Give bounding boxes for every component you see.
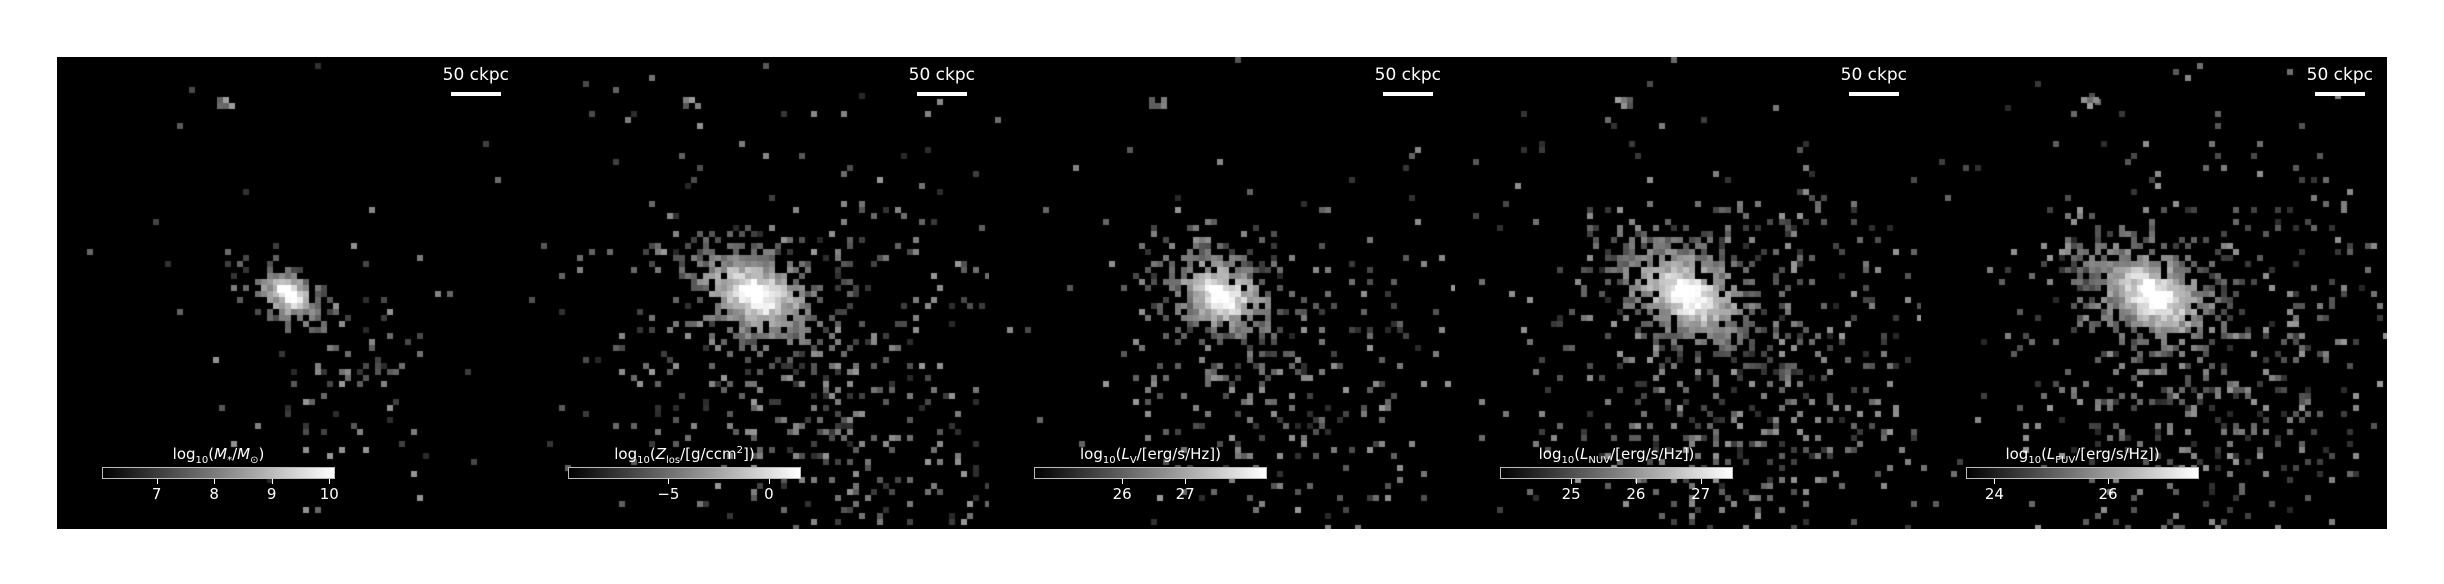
scale-bar	[917, 92, 967, 96]
colorbar-tick	[1185, 479, 1187, 484]
colorbar-label: log10(LFUV/[erg/s/Hz])	[2005, 445, 2160, 466]
colorbar-gradient	[568, 467, 801, 479]
colorbar-tick	[271, 479, 273, 484]
colorbar-tick-label: 27	[1691, 485, 1711, 503]
panel-row: 50 ckpc log10(M*/M⊙) 7 8 9 10 50 ckpc log10…	[57, 57, 2387, 529]
scale-bar-label: 50 ckpc	[442, 65, 509, 85]
colorbar-gradient	[1966, 467, 2199, 479]
colorbar-tick	[668, 479, 670, 484]
colorbar-label: log10(LV/[erg/s/Hz])	[1079, 445, 1221, 466]
scale-bar	[2315, 92, 2365, 96]
colorbar-tick	[1635, 479, 1637, 484]
colorbar-gradient	[102, 467, 335, 479]
colorbar-tick-label: 7	[151, 485, 162, 503]
colorbar-tick-label: −5	[657, 485, 680, 503]
colorbar-tick-label: 24	[1984, 485, 2004, 503]
fuv-luminosity-map-image	[1921, 57, 2387, 529]
nuv-luminosity-map-image	[1455, 57, 1921, 529]
colorbar-tick	[1571, 479, 1573, 484]
colorbar-tick-label: 26	[1112, 485, 1132, 503]
colorbar-tick	[1700, 479, 1702, 484]
colorbar-tick	[214, 479, 216, 484]
colorbar-tick-label: 8	[209, 485, 219, 503]
colorbar-tick-label: 25	[1561, 485, 1581, 503]
scale-bar	[1849, 92, 1899, 96]
metal-column-map-image	[523, 57, 989, 529]
colorbar-gradient	[1500, 467, 1733, 479]
colorbar-tick	[2108, 479, 2110, 484]
stellar-mass-map-image	[57, 57, 523, 529]
scale-bar	[1383, 92, 1433, 96]
colorbar-label: log10(LNUV/[erg/s/Hz])	[1538, 445, 1695, 466]
colorbar-label: log10(M*/M⊙)	[172, 445, 265, 466]
colorbar-tick	[768, 479, 770, 484]
panel-nuv: 50 ckpc log10(LNUV/[erg/s/Hz]) 25 26 27	[1455, 57, 1921, 529]
scale-bar	[451, 92, 501, 96]
colorbar-tick-label: 10	[319, 485, 339, 503]
scale-bar-label: 50 ckpc	[908, 65, 975, 85]
colorbar-tick	[156, 479, 158, 484]
scale-bar-label: 50 ckpc	[2306, 65, 2373, 85]
colorbar-tick	[329, 479, 331, 484]
colorbar-tick-label: 9	[266, 485, 277, 503]
v-band-luminosity-map-image	[989, 57, 1455, 529]
colorbar-gradient	[1034, 467, 1267, 479]
panel-stellar-mass: 50 ckpc log10(M*/M⊙) 7 8 9 10	[57, 57, 523, 529]
colorbar-label: log10(Zlos/[g/ccm2])	[614, 445, 755, 466]
colorbar-tick-label: 26	[2098, 485, 2118, 503]
panel-fuv: 50 ckpc log10(LFUV/[erg/s/Hz]) 24 26	[1921, 57, 2387, 529]
scale-bar-label: 50 ckpc	[1840, 65, 1907, 85]
colorbar-tick	[1994, 479, 1996, 484]
panel-v-band: 50 ckpc log10(LV/[erg/s/Hz]) 26 27	[989, 57, 1455, 529]
colorbar-tick	[1122, 479, 1124, 484]
colorbar-tick-label: 27	[1175, 485, 1195, 503]
scale-bar-label: 50 ckpc	[1374, 65, 1441, 85]
panel-metals: 50 ckpc log10(Zlos/[g/ccm2]) −5 0	[523, 57, 989, 529]
colorbar-tick-label: 0	[764, 485, 774, 503]
colorbar-tick-label: 26	[1626, 485, 1646, 503]
